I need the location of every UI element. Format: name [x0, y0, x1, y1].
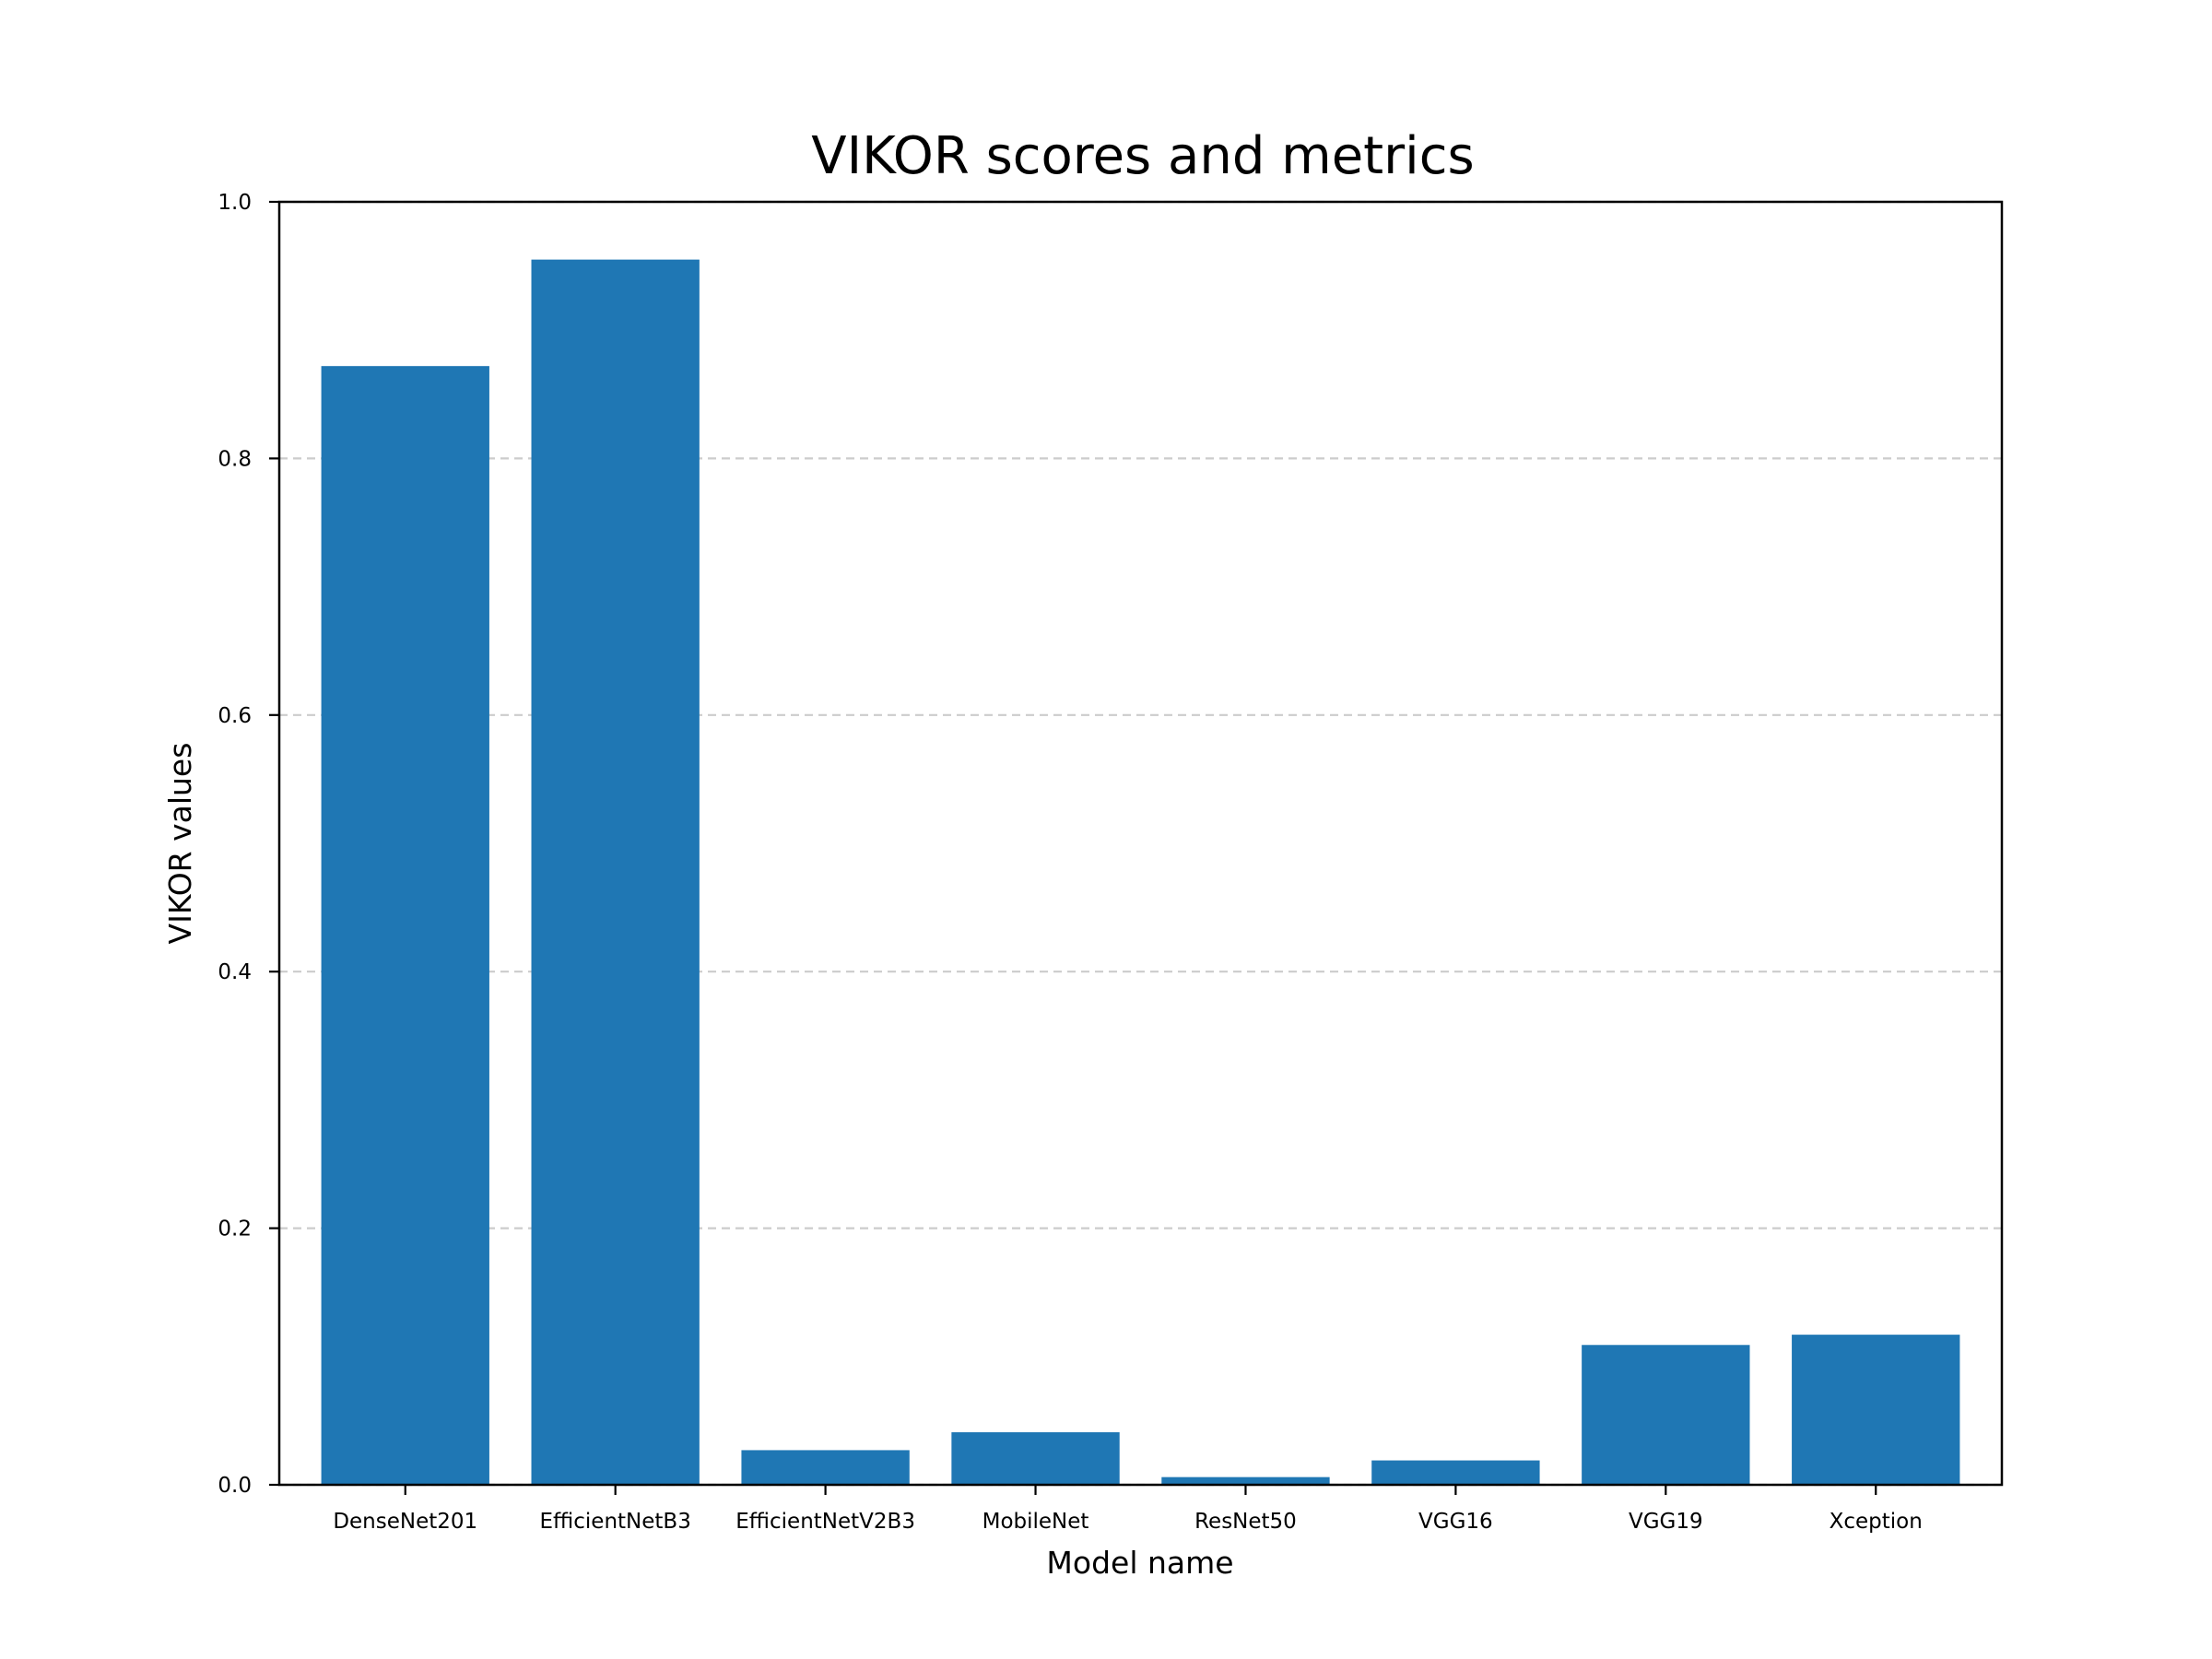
x-tick-label: VGG16	[1418, 1510, 1493, 1534]
x-tick-label: DenseNet201	[333, 1510, 477, 1534]
plot-frame	[277, 200, 2004, 1487]
bar-xception	[1792, 1335, 1960, 1485]
bar-vgg16	[1371, 1460, 1540, 1485]
bar-densenet201	[321, 366, 489, 1485]
bar-mobilenet	[951, 1431, 1120, 1485]
x-tick-label: VGG19	[1629, 1510, 1703, 1534]
bar-vgg19	[1582, 1345, 1750, 1485]
y-tick-label: 0.4	[218, 960, 252, 984]
x-tick-label: MobileNet	[982, 1510, 1089, 1534]
bar-efficientnetb3	[531, 259, 700, 1485]
y-axis-label: VIKOR values	[162, 743, 198, 945]
y-tick-label: 0.2	[218, 1218, 252, 1241]
y-tick-label: 0.6	[218, 704, 252, 728]
x-tick-label: EfficientNetV2B3	[735, 1510, 915, 1534]
y-axis-ticks: 0.0 0.2 0.4 0.6 0.8 1.0	[218, 191, 279, 1498]
x-tick-label: EfficientNetB3	[540, 1510, 691, 1534]
y-tick-label: 1.0	[218, 191, 252, 215]
y-tick-label: 0.0	[218, 1474, 252, 1498]
x-axis-ticks: DenseNet201 EfficientNetB3 EfficientNetV2B…	[333, 1485, 1923, 1534]
bar-resnet50	[1161, 1477, 1330, 1485]
bars	[321, 259, 1960, 1485]
bar-efficientnetv2b3	[741, 1450, 910, 1485]
x-tick-label: ResNet50	[1194, 1510, 1297, 1534]
y-tick-label: 0.8	[218, 447, 252, 471]
chart-title: VIKOR scores and metrics	[811, 126, 1474, 186]
x-tick-label: Xception	[1830, 1510, 1923, 1534]
x-axis-label: Model name	[1046, 1545, 1233, 1581]
